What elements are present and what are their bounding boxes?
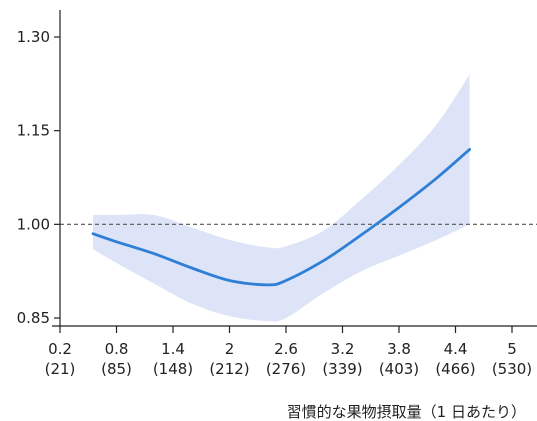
y-tick-label: 1.30 bbox=[17, 28, 50, 46]
x-axis-title: 習慣的な果物摂取量（1 日あたり） bbox=[287, 403, 526, 421]
x-tick-sublabel: (148) bbox=[153, 360, 193, 378]
x-tick-label: 0.2 bbox=[48, 340, 72, 358]
x-tick-sublabel: (339) bbox=[322, 360, 362, 378]
x-tick-sublabel: (466) bbox=[435, 360, 475, 378]
y-tick-label: 1.15 bbox=[17, 122, 50, 140]
y-tick-label: 1.00 bbox=[17, 215, 50, 233]
x-tick-sublabel: (212) bbox=[209, 360, 249, 378]
x-tick-sublabel: (276) bbox=[266, 360, 306, 378]
x-tick-label: 2.6 bbox=[274, 340, 298, 358]
x-tick-label: 0.8 bbox=[105, 340, 129, 358]
x-tick-label: 3.2 bbox=[331, 340, 355, 358]
x-tick-label: 4.4 bbox=[444, 340, 468, 358]
axes bbox=[52, 10, 537, 333]
x-tick-sublabel: (530) bbox=[492, 360, 532, 378]
confidence-band-layer bbox=[93, 74, 470, 322]
confidence-band bbox=[93, 74, 470, 322]
series-line bbox=[91, 148, 471, 287]
x-tick-sublabel: (403) bbox=[379, 360, 419, 378]
x-tick-label: 5 bbox=[507, 340, 517, 358]
x-tick-label: 3.8 bbox=[387, 340, 411, 358]
x-tick-sublabel: (21) bbox=[45, 360, 76, 378]
y-tick-label: 0.85 bbox=[17, 309, 50, 327]
series-line-layer bbox=[91, 148, 471, 287]
x-tick-label: 2 bbox=[225, 340, 235, 358]
x-tick-label: 1.4 bbox=[161, 340, 185, 358]
x-tick-sublabel: (85) bbox=[101, 360, 132, 378]
tick-labels: 0.85 1.00 1.15 1.30 0.2 (21) 0.8 (85) 1.4 (148) 2 (… bbox=[17, 28, 533, 378]
